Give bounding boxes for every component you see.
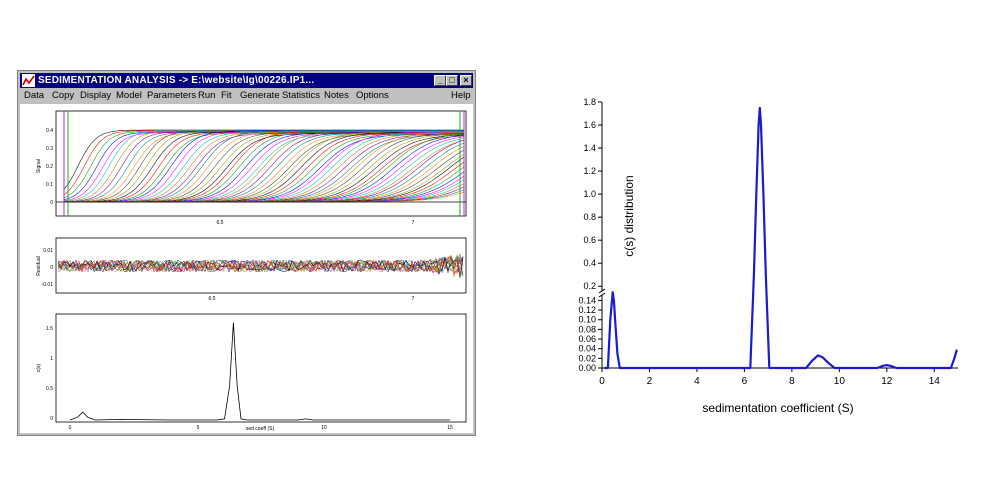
- menu-parameters[interactable]: Parameters: [147, 90, 197, 101]
- x-tick-label: 6: [742, 376, 748, 387]
- data-ytick: 0: [50, 200, 53, 206]
- menu-options[interactable]: Options: [356, 90, 389, 101]
- data-ytick: 0.1: [46, 182, 53, 188]
- data-xtick: 7: [412, 220, 415, 226]
- distribution-ytick: 1: [50, 356, 53, 362]
- residuals-ytick: -0.01: [42, 282, 54, 288]
- menu-model[interactable]: Model: [116, 90, 142, 101]
- residual-trace: [57, 256, 464, 278]
- menu-display[interactable]: Display: [80, 90, 112, 101]
- y-tick-label: 0.12: [578, 305, 596, 315]
- menu-fit[interactable]: Fit: [221, 90, 232, 101]
- y-tick-label: 1.0: [583, 189, 596, 199]
- y-tick-label: 1.4: [583, 143, 596, 153]
- distribution-xtick: 5: [197, 425, 200, 431]
- data-ytick: 0.3: [46, 146, 53, 152]
- sedimentation-analysis-window: SEDIMENTATION ANALYSIS -> E:\website\Ig\…: [17, 70, 476, 436]
- data-xtick: 6.5: [217, 220, 224, 226]
- menu-bar: Data Copy Display Model Parameters Run F…: [20, 89, 473, 103]
- data-ytick: 0.4: [46, 128, 53, 134]
- window-title-bar[interactable]: SEDIMENTATION ANALYSIS -> E:\website\Ig\…: [20, 73, 473, 88]
- plot-area: Signal 0.4 0.3 0.2 0.1 0 6.5 7 Residual …: [20, 104, 473, 433]
- menu-statistics[interactable]: Statistics: [282, 90, 321, 101]
- distribution-panel: c(s) 1.5 1 0.5 0 0 5 10 15 sed coeff (S): [36, 313, 467, 432]
- scan-curve: [64, 130, 464, 203]
- y-tick-label: 1.2: [583, 166, 596, 176]
- menu-copy[interactable]: Copy: [52, 90, 75, 101]
- y-tick-label: 0.4: [583, 258, 596, 268]
- window-title: SEDIMENTATION ANALYSIS -> E:\website\Ig\…: [38, 75, 315, 86]
- x-tick-label: 14: [929, 376, 941, 387]
- app-chart-icon: [22, 74, 35, 87]
- residual-trace: [57, 256, 464, 273]
- distribution-xtick: 15: [447, 425, 453, 431]
- distribution-xtick: 0: [69, 425, 72, 431]
- cs-distribution-chart: 0 2 4 6 8 10 12 14 0.00 0.02 0.04 0.06 0.08 0.10 0.12 0…: [530, 80, 980, 430]
- menu-generate[interactable]: Generate: [240, 90, 280, 101]
- x-tick-label: 4: [694, 376, 700, 387]
- menu-data[interactable]: Data: [24, 90, 45, 101]
- y-tick-label: 0.14: [578, 295, 596, 305]
- residuals-xtick: 6.5: [209, 296, 216, 302]
- distribution-ytick: 0.5: [46, 386, 53, 392]
- x-tick-label: 8: [789, 376, 795, 387]
- residual-trace: [57, 255, 464, 278]
- menu-notes[interactable]: Notes: [324, 90, 349, 101]
- scan-curves: [63, 129, 465, 203]
- residuals-panel-ylabel: Residual: [36, 256, 42, 275]
- y-tick-label: 1.6: [583, 120, 596, 130]
- analysis-plots: Signal 0.4 0.3 0.2 0.1 0 6.5 7 Residual …: [36, 110, 467, 432]
- y-tick-label: 0.00: [578, 363, 596, 373]
- axis-break-mark: [598, 292, 606, 298]
- x-tick-label: 10: [834, 376, 846, 387]
- residuals-ytick: 0: [50, 265, 53, 271]
- x-tick-label: 2: [647, 376, 653, 387]
- data-ytick: 0.2: [46, 164, 53, 170]
- close-button[interactable]: ×: [460, 75, 472, 86]
- y-tick-label: 0.8: [583, 212, 596, 222]
- y-tick-label: 1.8: [583, 97, 596, 107]
- residuals-panel: Residual 0.01 0 -0.01 6.5 7: [36, 237, 467, 302]
- distribution-line: [69, 322, 450, 421]
- data-panel: Signal 0.4 0.3 0.2 0.1 0 6.5 7: [36, 110, 467, 226]
- y-tick-label: 0.08: [578, 324, 596, 334]
- y-tick-label: 0.02: [578, 353, 596, 363]
- residuals-xtick: 7: [412, 296, 415, 302]
- y-tick-label: 0.6: [583, 235, 596, 245]
- residual-curves: [57, 253, 464, 278]
- x-tick-label: 12: [881, 376, 893, 387]
- cs-chart-svg: 0 2 4 6 8 10 12 140.000.020.040.060.080.100.120…: [578, 97, 958, 415]
- axis-break-mark: [598, 288, 606, 294]
- distribution-xtick: 10: [321, 425, 327, 431]
- y-tick-label: 0.06: [578, 334, 596, 344]
- scan-curve: [63, 129, 464, 190]
- menu-run[interactable]: Run: [198, 90, 216, 101]
- cs-series-line: [604, 106, 958, 370]
- maximize-button[interactable]: □: [446, 75, 458, 86]
- minimize-button[interactable]: _: [434, 75, 446, 86]
- residuals-ytick: 0.01: [43, 248, 53, 254]
- distribution-panel-ylabel: c(s): [36, 364, 42, 373]
- y-tick-label: 0.2: [583, 281, 596, 291]
- distribution-xlabel: sed coeff (S): [246, 426, 275, 432]
- y-tick-label: 0.04: [578, 344, 596, 354]
- y-tick-label: 0.10: [578, 315, 596, 325]
- x-axis-label: sedimentation coefficient (S): [702, 401, 853, 415]
- y-axis-label: c(s) distribution: [622, 175, 636, 256]
- menu-help[interactable]: Help: [451, 90, 471, 101]
- distribution-ytick: 1.5: [46, 326, 53, 332]
- distribution-ytick: 0: [50, 416, 53, 422]
- data-panel-ylabel: Signal: [36, 159, 42, 173]
- x-tick-label: 0: [599, 376, 605, 387]
